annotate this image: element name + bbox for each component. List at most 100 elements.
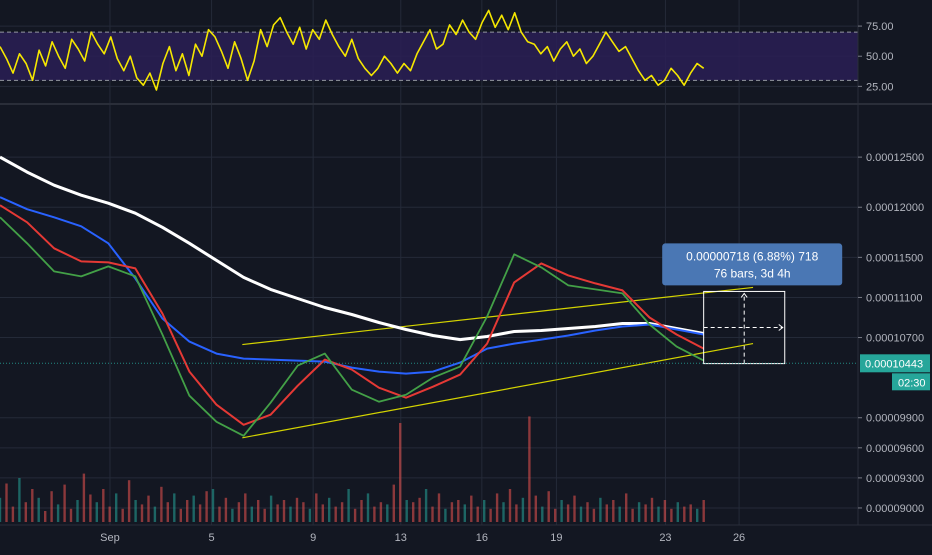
volume-bar-93: [599, 497, 602, 522]
current-price-label: 0.00010443: [865, 358, 923, 370]
volume-bar-19: [121, 508, 124, 522]
grid-layer: [0, 0, 932, 525]
volume-bar-100: [644, 504, 647, 522]
volume-bar-38: [244, 493, 247, 522]
volume-bar-8: [50, 491, 53, 522]
ma-red-line: [0, 204, 705, 426]
volume-bar-105: [676, 502, 679, 522]
volume-bar-95: [612, 500, 615, 522]
xtick-label-0: Sep: [100, 532, 120, 544]
volume-bar-68: [437, 493, 441, 522]
volume-bar-72: [463, 504, 466, 522]
volume-bar-74: [476, 506, 479, 522]
volume-bar-23: [147, 495, 150, 522]
volume-bar-44: [282, 500, 286, 522]
volume-bar-107: [689, 504, 692, 522]
volume-bar-79: [508, 489, 512, 522]
volume-bar-88: [566, 504, 570, 522]
volume-bar-20: [127, 480, 131, 522]
volume-bar-16: [102, 489, 105, 522]
volume-bar-90: [579, 506, 583, 522]
price-ytick-label-3: 0.00011100: [866, 292, 922, 304]
volume-bar-69: [444, 508, 447, 522]
volume-bar-7: [44, 511, 47, 522]
xtick-label-1: 5: [209, 532, 215, 544]
volume-bar-34: [218, 506, 221, 522]
price-ytick-label-8: 0.00009300: [866, 473, 924, 485]
xtick-label-7: 26: [733, 532, 745, 544]
volume-bar-73: [470, 495, 473, 522]
volume-bar-65: [418, 497, 421, 522]
volume-bar-84: [541, 506, 544, 522]
volume-bar-67: [431, 506, 434, 522]
measure-label-line2: 76 bars, 3d 4h: [714, 266, 791, 280]
volume-bar-10: [63, 484, 66, 522]
channel-lower-line: [242, 342, 754, 439]
volume-bar-104: [670, 508, 673, 522]
oscillator-panel: [0, 9, 858, 91]
volume-bar-12: [76, 500, 79, 522]
price-ytick-label-2: 0.00011500: [866, 252, 923, 264]
osc-ytick-label-2: 25.00: [866, 81, 894, 93]
volume-bar-61: [392, 484, 395, 522]
volume-bar-2: [11, 506, 15, 522]
ma-green-line: [0, 216, 705, 437]
volume-bar-87: [560, 500, 563, 522]
volume-bar-3: [18, 478, 21, 522]
volume-bar-85: [547, 491, 550, 522]
volume-bar-58: [373, 506, 376, 522]
volume-bar-60: [386, 504, 389, 522]
volume-bar-81: [521, 497, 525, 522]
volume-bar-46: [295, 497, 299, 522]
volume-bar-103: [663, 500, 667, 522]
volume-bar-47: [302, 502, 305, 522]
volume-bar-64: [412, 502, 415, 522]
xtick-label-3: 13: [395, 532, 407, 544]
volume-bar-76: [489, 508, 492, 522]
volume-bar-92: [592, 508, 596, 522]
volume-bar-62: [399, 423, 402, 522]
volume-bar-18: [115, 493, 118, 522]
price-ytick-label-4: 0.00010700: [866, 333, 924, 345]
xtick-label-5: 19: [550, 532, 562, 544]
volume-bar-101: [650, 497, 654, 522]
ma-blue-line: [0, 196, 704, 375]
volume-bar-57: [366, 493, 370, 522]
volume-bar-37: [237, 502, 241, 522]
volume-bar-40: [257, 500, 260, 522]
volume-bar-14: [89, 494, 92, 522]
volume-bar-63: [405, 500, 408, 522]
volume-bar-71: [457, 500, 460, 522]
volume-bar-97: [625, 493, 628, 522]
xtick-label-2: 9: [310, 532, 316, 544]
volume-bar-54: [347, 489, 350, 522]
volume-bar-15: [95, 502, 98, 522]
volume-bar-45: [289, 506, 292, 522]
volume-bar-17: [108, 506, 111, 522]
price-ytick-label-7: 0.00009600: [866, 443, 924, 455]
volume-bar-49: [315, 493, 318, 522]
volume-bar-102: [657, 506, 660, 522]
volume-bar-52: [334, 506, 337, 522]
volume-bar-50: [321, 504, 324, 522]
volume-bar-27: [173, 493, 176, 522]
xtick-label-4: 16: [476, 532, 488, 544]
volume-bar-48: [308, 508, 312, 522]
volume-bar-22: [140, 504, 144, 522]
volume-bar-89: [573, 495, 576, 522]
volume-bar-29: [186, 500, 189, 522]
osc-line: [0, 9, 705, 91]
volume-bar-30: [192, 495, 195, 522]
volume-bar-1: [5, 483, 8, 522]
osc-ytick-label-0: 75.00: [866, 21, 894, 33]
volume-bar-39: [250, 506, 253, 522]
volume-bar-0: [0, 497, 2, 522]
channel-upper-line: [242, 286, 754, 346]
volume-bar-11: [69, 508, 73, 522]
volume-bar-25: [160, 486, 163, 522]
volume-bar-108: [696, 508, 699, 522]
volume-bar-4: [24, 502, 27, 522]
